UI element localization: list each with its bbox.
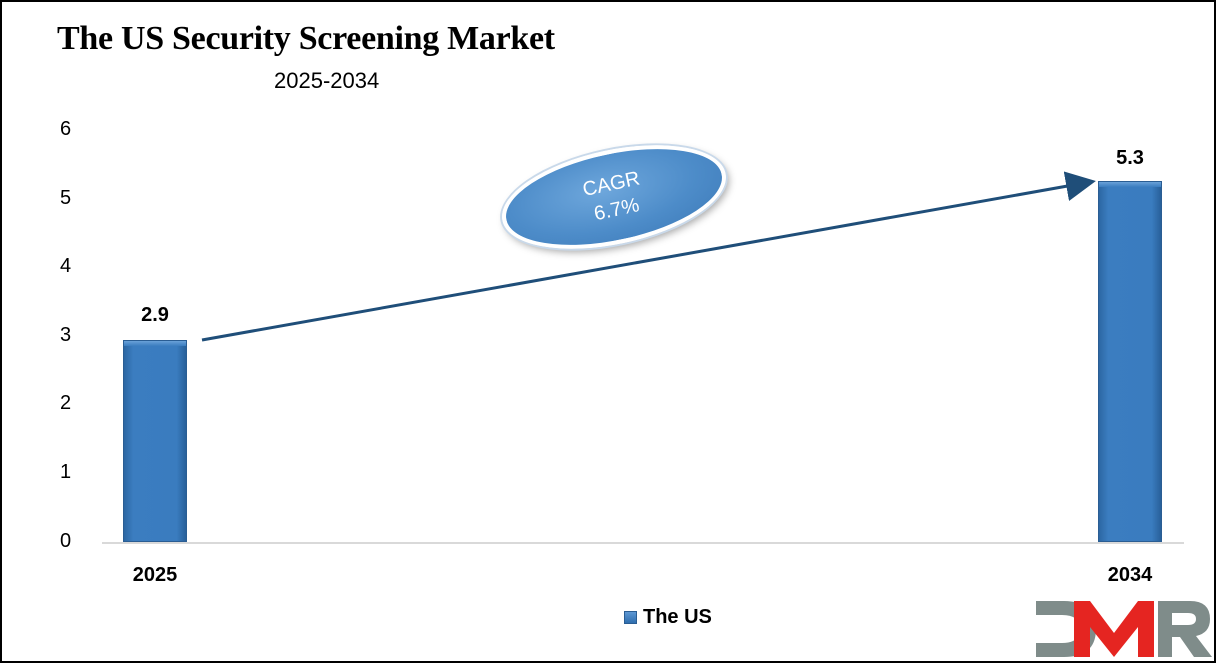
dmr-logo-icon: [1036, 601, 1212, 657]
x-label-2034: 2034: [1107, 564, 1153, 586]
legend: The US: [624, 606, 712, 629]
y-tick-4: 4: [60, 255, 72, 277]
y-tick-3: 3: [60, 324, 72, 346]
legend-swatch-icon: [624, 611, 637, 624]
bar-2025: [123, 340, 187, 542]
y-tick-1: 1: [60, 461, 72, 483]
chart-title: The US Security Screening Market: [57, 20, 555, 57]
legend-label: The US: [643, 606, 712, 628]
data-label-2034: 5.3: [1116, 147, 1144, 169]
y-tick-2: 2: [60, 392, 72, 414]
y-tick-5: 5: [60, 187, 72, 209]
chart-subtitle: 2025-2034: [274, 68, 380, 93]
bar-2034: [1098, 181, 1162, 542]
data-label-2025: 2.9: [141, 304, 169, 326]
x-label-2025: 2025: [132, 564, 178, 586]
x-axis-line: [102, 542, 1184, 544]
y-tick-0: 0: [60, 530, 72, 552]
y-tick-6: 6: [60, 118, 72, 140]
